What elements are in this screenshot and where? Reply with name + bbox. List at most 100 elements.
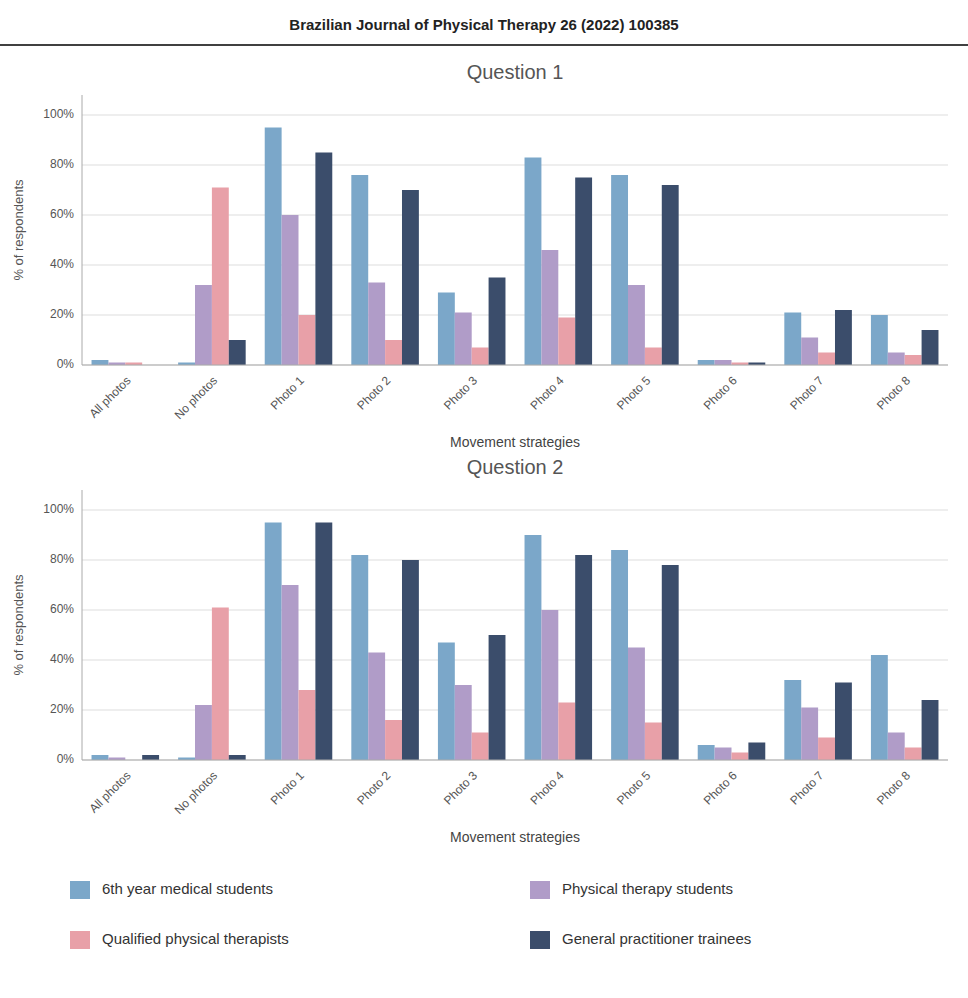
x-tick-label: Photo 8 bbox=[874, 768, 913, 807]
bar: Qualified physical therapists bbox=[385, 720, 402, 760]
bar: Physical therapy students bbox=[628, 648, 645, 761]
bar: General practitioner trainees bbox=[229, 755, 246, 760]
x-tick-label: Photo 4 bbox=[527, 373, 566, 412]
bar: Physical therapy students bbox=[541, 610, 558, 760]
grid-line bbox=[82, 165, 948, 166]
x-axis bbox=[82, 760, 948, 761]
legend-swatch bbox=[530, 881, 550, 899]
bar: Qualified physical therapists bbox=[905, 355, 922, 365]
bar: General practitioner trainees bbox=[922, 700, 939, 760]
x-tick-label: All photos bbox=[86, 768, 133, 815]
legend-label: General practitioner trainees bbox=[562, 930, 751, 947]
bar: 6th year medical students bbox=[525, 535, 542, 760]
bar: 6th year medical students bbox=[265, 128, 282, 366]
x-tick-label: All photos bbox=[86, 373, 133, 420]
x-tick-label: Photo 4 bbox=[527, 768, 566, 807]
y-tick-label: 60% bbox=[50, 602, 74, 616]
bar: Qualified physical therapists bbox=[212, 188, 229, 366]
bar: 6th year medical students bbox=[92, 360, 109, 365]
x-axis bbox=[82, 365, 948, 366]
legend-label: Qualified physical therapists bbox=[102, 930, 289, 947]
x-tick-label: Photo 6 bbox=[701, 373, 740, 412]
bar: Qualified physical therapists bbox=[558, 703, 575, 761]
grid-line bbox=[82, 115, 948, 116]
bar: Physical therapy students bbox=[801, 708, 818, 761]
bar: General practitioner trainees bbox=[402, 190, 419, 365]
bar: 6th year medical students bbox=[438, 643, 455, 761]
x-tick-label: No photos bbox=[172, 373, 221, 422]
bar: General practitioner trainees bbox=[142, 755, 159, 760]
legend-label: Physical therapy students bbox=[562, 880, 733, 897]
y-tick-label: 40% bbox=[50, 652, 74, 666]
bar: 6th year medical students bbox=[871, 315, 888, 365]
bar: General practitioner trainees bbox=[922, 330, 939, 365]
bar: Physical therapy students bbox=[628, 285, 645, 365]
bar: Physical therapy students bbox=[888, 733, 905, 761]
bar: Physical therapy students bbox=[715, 748, 732, 761]
bar: Physical therapy students bbox=[282, 585, 299, 760]
bars: 6th year medical students 6th year medica… bbox=[92, 128, 939, 366]
bar: 6th year medical students bbox=[92, 755, 109, 760]
bar: Physical therapy students bbox=[368, 653, 385, 761]
bar: 6th year medical students bbox=[611, 175, 628, 365]
y-axis bbox=[82, 490, 83, 760]
legend-swatch bbox=[530, 931, 550, 949]
bar: 6th year medical students bbox=[438, 293, 455, 366]
legend-swatch bbox=[70, 881, 90, 899]
bar: 6th year medical students bbox=[525, 158, 542, 366]
bars: 6th year medical students 6th year medica… bbox=[92, 523, 939, 761]
y-tick-label: 100% bbox=[43, 502, 74, 516]
bar: General practitioner trainees bbox=[489, 278, 506, 366]
bar: 6th year medical students bbox=[265, 523, 282, 761]
header-rule bbox=[0, 44, 968, 46]
x-axis-label: Movement strategies bbox=[450, 829, 580, 845]
bar: General practitioner trainees bbox=[315, 153, 332, 366]
y-tick-label: 0% bbox=[57, 752, 75, 766]
bar: 6th year medical students bbox=[784, 313, 801, 366]
chart: Question 10%20%40%60%80%100%6th year med… bbox=[11, 61, 948, 450]
y-axis-label: % of respondents bbox=[11, 574, 26, 676]
bar: Qualified physical therapists bbox=[645, 723, 662, 761]
x-tick-label: Photo 3 bbox=[441, 373, 480, 412]
grid-line bbox=[82, 760, 948, 761]
y-tick-label: 0% bbox=[57, 357, 75, 371]
grid-line bbox=[82, 510, 948, 511]
y-axis bbox=[82, 95, 83, 365]
bar: Physical therapy students bbox=[715, 360, 732, 365]
grid-line bbox=[82, 365, 948, 366]
x-tick-label: Photo 2 bbox=[354, 373, 393, 412]
y-axis-label: % of respondents bbox=[11, 179, 26, 281]
chart: Question 20%20%40%60%80%100%6th year med… bbox=[11, 456, 948, 845]
bar: Physical therapy students bbox=[888, 353, 905, 366]
bar: Qualified physical therapists bbox=[818, 738, 835, 761]
background bbox=[0, 0, 968, 998]
bar: General practitioner trainees bbox=[835, 310, 852, 365]
bar: Physical therapy students bbox=[195, 705, 212, 760]
bar: Qualified physical therapists bbox=[472, 733, 489, 761]
bar: Physical therapy students bbox=[455, 313, 472, 366]
bar: Qualified physical therapists bbox=[558, 318, 575, 366]
x-tick-label: Photo 1 bbox=[268, 768, 307, 807]
bar: Qualified physical therapists bbox=[905, 748, 922, 761]
bar: 6th year medical students bbox=[871, 655, 888, 760]
bar: Qualified physical therapists bbox=[472, 348, 489, 366]
legend-label: 6th year medical students bbox=[102, 880, 273, 897]
bar: Qualified physical therapists bbox=[385, 340, 402, 365]
legend: 6th year medical students Physical therap… bbox=[70, 880, 751, 949]
bar: 6th year medical students bbox=[698, 360, 715, 365]
bar: Qualified physical therapists bbox=[645, 348, 662, 366]
grid-line bbox=[82, 560, 948, 561]
bar: Physical therapy students bbox=[541, 250, 558, 365]
bar: General practitioner trainees bbox=[575, 178, 592, 366]
y-tick-label: 40% bbox=[50, 257, 74, 271]
bar: General practitioner trainees bbox=[662, 565, 679, 760]
bar: Qualified physical therapists bbox=[212, 608, 229, 761]
bar: 6th year medical students bbox=[611, 550, 628, 760]
bar: Physical therapy students bbox=[801, 338, 818, 366]
x-tick-label: Photo 8 bbox=[874, 373, 913, 412]
header: Brazilian Journal of Physical Therapy 26… bbox=[289, 16, 678, 33]
bar: General practitioner trainees bbox=[489, 635, 506, 760]
bar: General practitioner trainees bbox=[662, 185, 679, 365]
y-tick-label: 100% bbox=[43, 107, 74, 121]
bar: Qualified physical therapists bbox=[732, 753, 749, 761]
